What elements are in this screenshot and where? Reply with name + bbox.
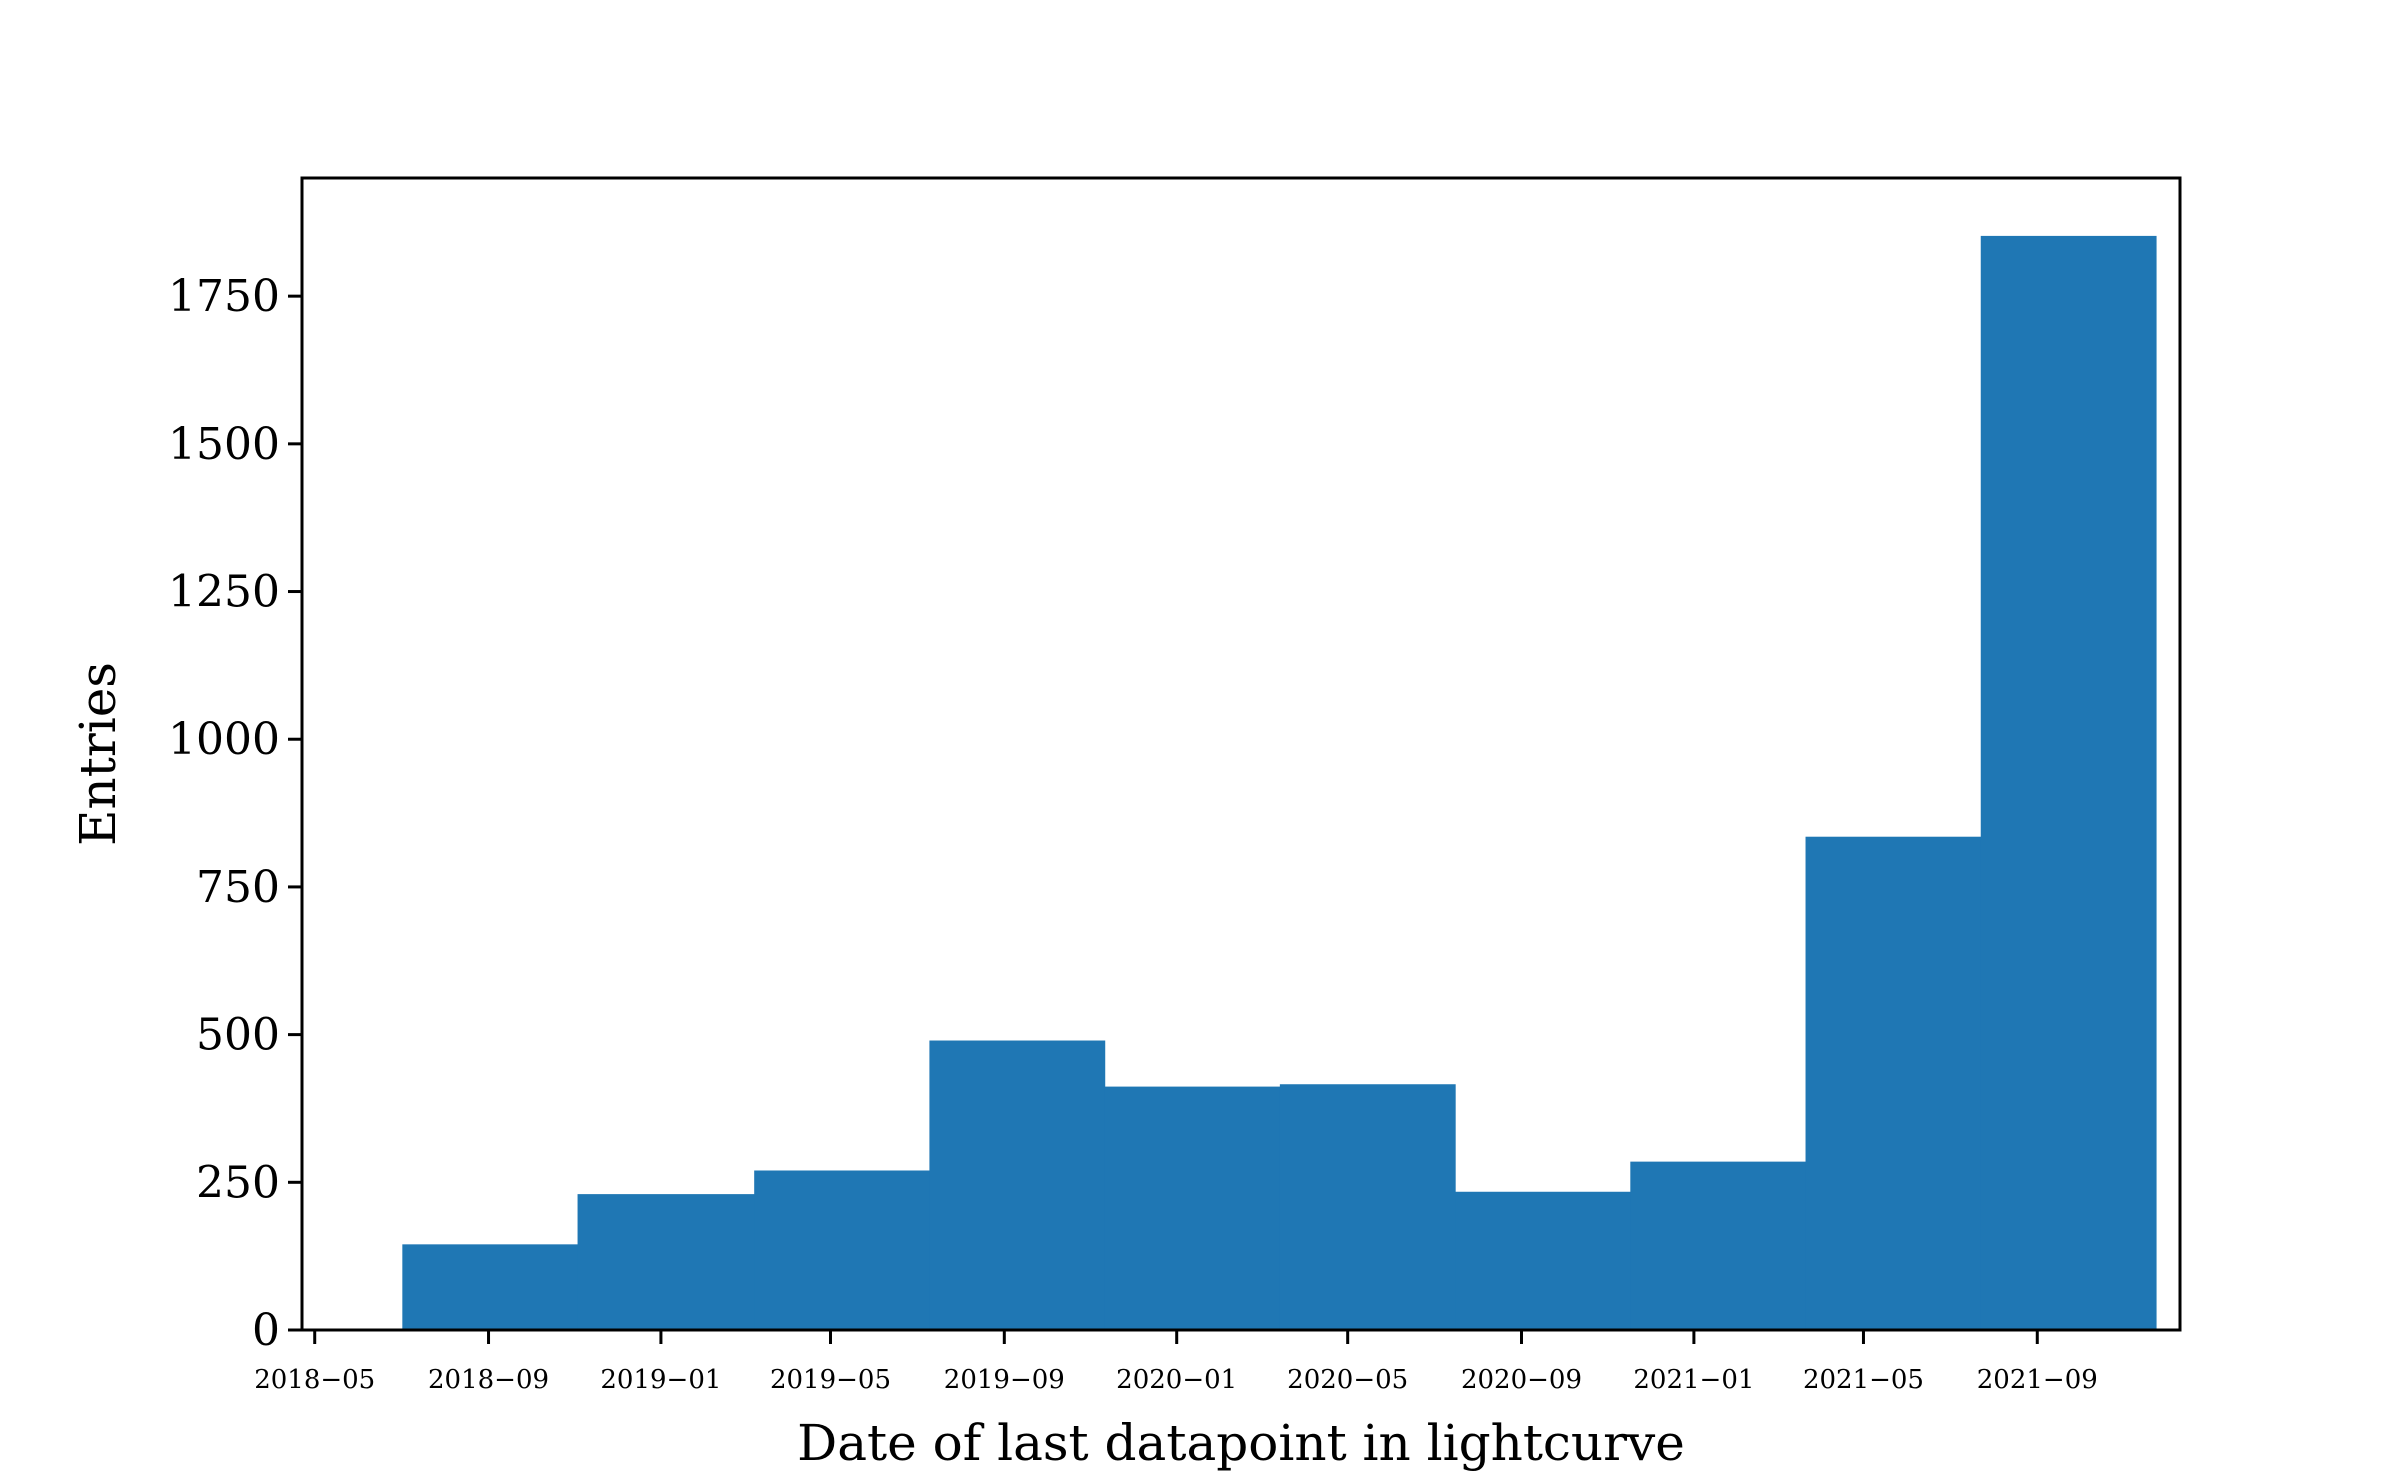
axes-layer: 0 250 500 750 1000 1250 1500 1750 2018−05 2018−09… bbox=[168, 271, 2098, 1395]
histogram-bar bbox=[1980, 235, 2157, 1330]
histogram-bar bbox=[929, 1040, 1106, 1330]
y-tick-label: 1750 bbox=[168, 271, 280, 322]
y-tick-label: 1000 bbox=[168, 714, 280, 765]
x-tick-label: 2020−01 bbox=[1116, 1365, 1237, 1395]
x-tick-label: 2020−09 bbox=[1461, 1365, 1582, 1395]
y-tick-label: 1500 bbox=[168, 419, 280, 470]
histogram-bar bbox=[1805, 836, 1982, 1330]
histogram-bar bbox=[1630, 1161, 1807, 1330]
y-tick-label: 250 bbox=[196, 1157, 280, 1208]
y-tick-label: 750 bbox=[196, 862, 280, 913]
y-axis-label: Entries bbox=[69, 662, 127, 846]
plot-frame bbox=[300, 176, 2182, 1332]
x-tick-label: 2018−05 bbox=[254, 1365, 375, 1395]
x-tick-label: 2019−01 bbox=[600, 1365, 721, 1395]
x-tick-label: 2019−05 bbox=[770, 1365, 891, 1395]
histogram-bar bbox=[1455, 1191, 1631, 1330]
x-tick-label: 2018−09 bbox=[428, 1365, 549, 1395]
histogram-bar bbox=[754, 1170, 931, 1330]
y-tick-label: 1250 bbox=[168, 567, 280, 618]
histogram-bar bbox=[402, 1244, 579, 1330]
bars-layer bbox=[402, 235, 2157, 1330]
x-tick-label: 2021−05 bbox=[1803, 1365, 1924, 1395]
x-axis-label: Date of last datapoint in lightcurve bbox=[797, 1414, 1685, 1472]
y-tick-label: 500 bbox=[196, 1010, 280, 1061]
x-tick-label: 2021−09 bbox=[1977, 1365, 2098, 1395]
histogram-bar bbox=[1279, 1084, 1456, 1330]
x-tick-label: 2021−01 bbox=[1633, 1365, 1754, 1395]
histogram-bar bbox=[577, 1194, 755, 1330]
y-tick-label: 0 bbox=[252, 1305, 280, 1356]
histogram-bar bbox=[1104, 1086, 1281, 1330]
x-tick-label: 2019−09 bbox=[944, 1365, 1065, 1395]
x-tick-label: 2020−05 bbox=[1287, 1365, 1408, 1395]
